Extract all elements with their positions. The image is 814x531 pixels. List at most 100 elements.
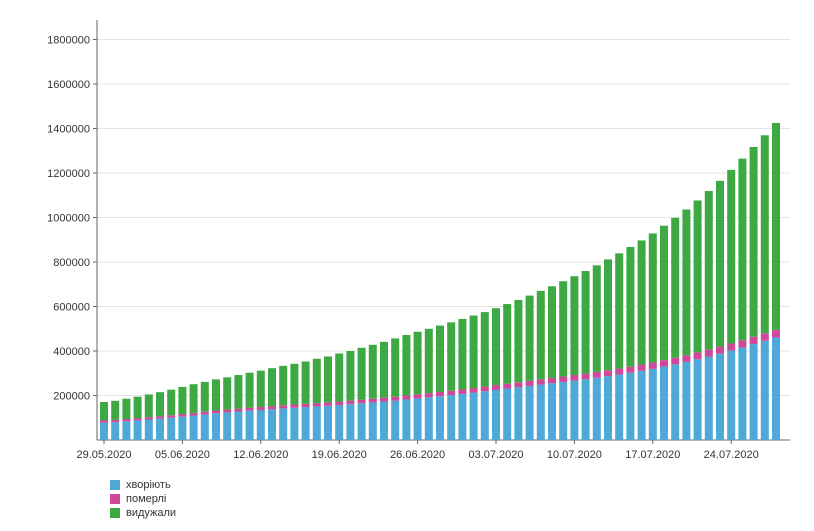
- bar-segment-dead: [648, 362, 657, 369]
- legend-item: померлі: [110, 492, 176, 506]
- bar-segment-recovered: [749, 146, 758, 337]
- bar-segment-sick: [301, 407, 310, 440]
- y-tick-label: 1000000: [47, 213, 90, 225]
- bar-segment-dead: [772, 329, 780, 338]
- y-tick-label: 200000: [53, 391, 90, 403]
- bar-segment-dead: [133, 418, 142, 421]
- bar-segment-sick: [324, 405, 332, 440]
- bar-segment-recovered: [682, 209, 691, 356]
- bar-segment-sick: [760, 340, 769, 440]
- bar-segment-recovered: [133, 396, 142, 419]
- bar-segment-sick: [525, 385, 534, 440]
- bar-segment-dead: [144, 417, 153, 420]
- bar-segment-recovered: [290, 363, 299, 405]
- bar-segment-sick: [167, 417, 176, 440]
- y-tick-label: 600000: [53, 302, 90, 314]
- bar-segment-sick: [458, 393, 467, 440]
- bar-segment-recovered: [346, 351, 355, 401]
- bar-segment-dead: [312, 403, 321, 407]
- bar-segment-sick: [570, 380, 579, 440]
- bar-segment-dead: [615, 368, 624, 375]
- bar-segment-recovered: [111, 400, 120, 420]
- x-tick-label: 03.07.2020: [468, 449, 523, 461]
- y-tick-label: 800000: [53, 257, 90, 269]
- bar-segment-dead: [301, 403, 310, 408]
- bar-segment-recovered: [548, 286, 556, 378]
- bar-segment-sick: [648, 368, 657, 440]
- bar-segment-recovered: [760, 135, 769, 334]
- bar-segment-dead: [480, 386, 489, 392]
- legend-swatch: [110, 508, 120, 518]
- bar-segment-sick: [682, 361, 691, 440]
- bar-segment-dead: [559, 376, 568, 382]
- bar-segment-sick: [122, 421, 131, 440]
- bar-segment-recovered: [458, 318, 467, 390]
- bar-segment-dead: [458, 389, 467, 394]
- bar-segment-dead: [626, 366, 635, 373]
- bar-segment-recovered: [178, 386, 187, 415]
- bar-segment-dead: [660, 360, 668, 367]
- y-tick-label: 1600000: [47, 79, 90, 91]
- bar-segment-recovered: [469, 315, 478, 389]
- bar-segment-dead: [570, 375, 579, 381]
- bar-segment-recovered: [324, 356, 332, 403]
- bar-segment-recovered: [660, 225, 668, 361]
- bar-segment-dead: [424, 393, 433, 398]
- bar-segment-dead: [200, 411, 209, 415]
- legend-swatch: [110, 494, 120, 504]
- bar-segment-recovered: [245, 372, 254, 408]
- bar-segment-sick: [380, 401, 388, 440]
- bar-segment-sick: [189, 415, 198, 440]
- bar-segment-dead: [368, 398, 377, 403]
- bar-segment-sick: [447, 395, 456, 440]
- x-tick-label: 29.05.2020: [76, 449, 131, 461]
- bar-segment-dead: [704, 349, 713, 357]
- bar-segment-sick: [604, 376, 612, 440]
- bar-segment-recovered: [156, 392, 164, 417]
- legend-item: хворіють: [110, 478, 176, 492]
- y-tick-label: 1800000: [47, 35, 90, 47]
- bar-segment-dead: [234, 408, 243, 412]
- bar-segment-dead: [212, 410, 220, 414]
- bar-segment-recovered: [447, 322, 456, 391]
- legend-label: хворіють: [126, 479, 171, 491]
- bar-segment-sick: [492, 389, 500, 440]
- bar-segment-recovered: [671, 217, 680, 358]
- bar-segment-recovered: [592, 265, 601, 372]
- bar-segment-dead: [346, 400, 355, 405]
- bar-segment-sick: [100, 422, 108, 440]
- bar-segment-dead: [357, 399, 366, 404]
- x-tick-label: 10.07.2020: [547, 449, 602, 461]
- bar-segment-dead: [335, 401, 344, 406]
- bar-segment-recovered: [144, 394, 153, 418]
- bar-segment-sick: [503, 388, 512, 440]
- bar-segment-recovered: [581, 271, 590, 374]
- bar-segment-recovered: [559, 281, 568, 377]
- bar-segment-dead: [514, 382, 523, 388]
- bar-segment-recovered: [301, 361, 310, 404]
- x-tick-label: 26.06.2020: [390, 449, 445, 461]
- bar-segment-dead: [245, 407, 254, 411]
- bar-segment-dead: [637, 364, 646, 371]
- bar-segment-dead: [391, 396, 400, 401]
- legend-item: видужали: [110, 506, 176, 520]
- bar-segment-sick: [200, 414, 209, 440]
- bar-segment-dead: [760, 333, 769, 341]
- bar-segment-recovered: [380, 341, 388, 398]
- bar-segment-recovered: [335, 353, 344, 402]
- bar-segment-sick: [581, 379, 590, 440]
- bar-segment-sick: [133, 420, 142, 440]
- bar-segment-dead: [503, 383, 512, 389]
- bar-segment-sick: [256, 409, 265, 440]
- bar-segment-sick: [548, 383, 556, 440]
- bar-segment-dead: [492, 385, 500, 390]
- bar-segment-recovered: [626, 246, 635, 367]
- bar-segment-sick: [637, 370, 646, 440]
- bar-segment-dead: [436, 391, 444, 397]
- bar-segment-dead: [581, 373, 590, 380]
- bar-segment-recovered: [391, 338, 400, 397]
- bar-segment-sick: [290, 407, 299, 440]
- bar-segment-recovered: [200, 381, 209, 412]
- bar-segment-sick: [559, 381, 568, 440]
